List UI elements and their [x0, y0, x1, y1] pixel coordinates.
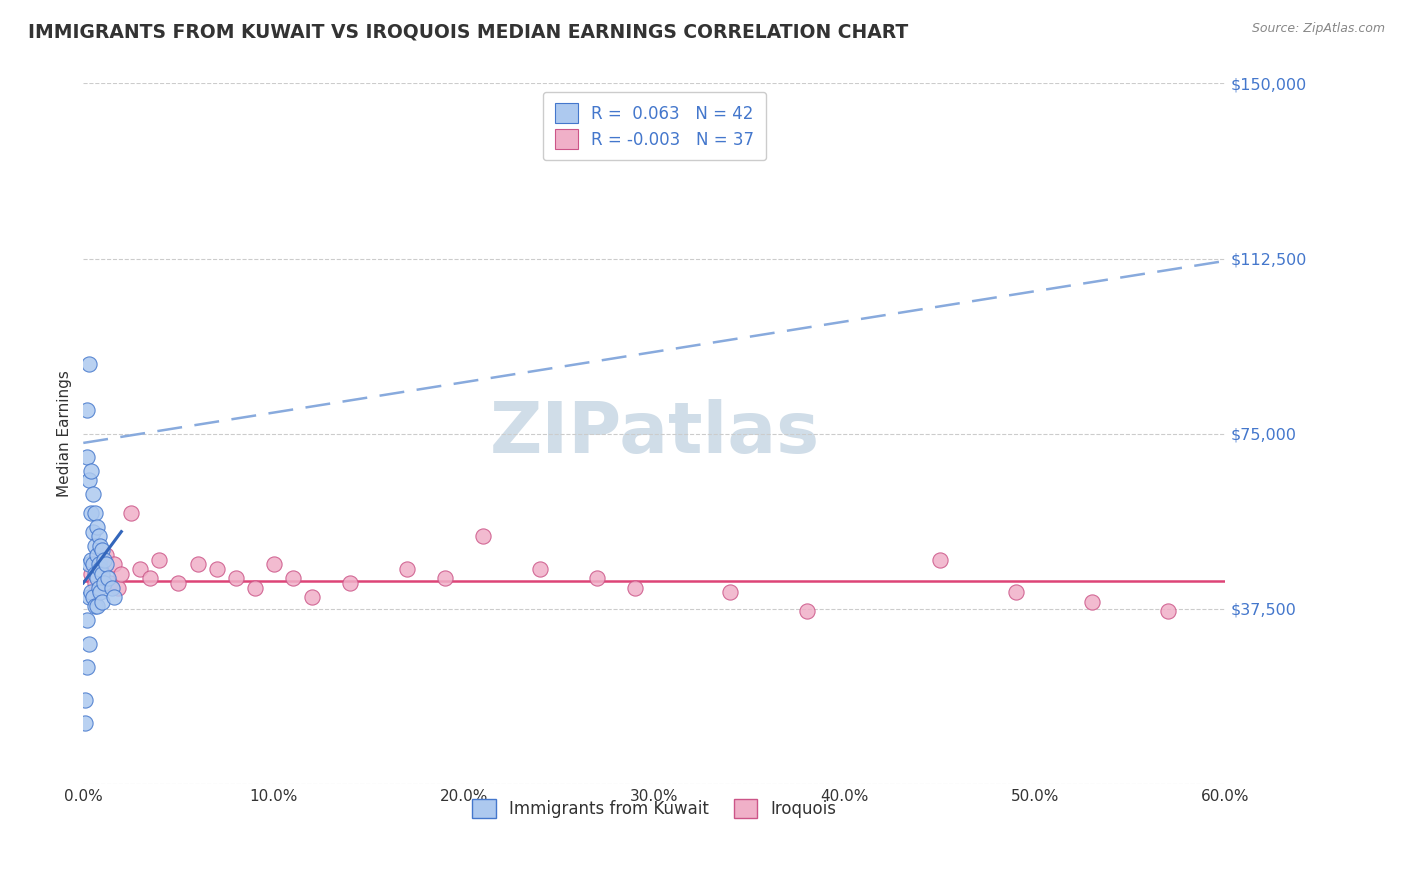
Point: [83, 599, 105, 614]
Point: [91, 595, 114, 609]
Point: [86, 599, 108, 614]
Point: [77, 637, 100, 651]
Point: [263, 558, 285, 572]
Point: [77, 357, 100, 371]
Point: [83, 566, 105, 581]
Text: IMMIGRANTS FROM KUWAIT VS IROQUOIS MEDIAN EARNINGS CORRELATION CHART: IMMIGRANTS FROM KUWAIT VS IROQUOIS MEDIA…: [28, 22, 908, 41]
Text: Source: ZipAtlas.com: Source: ZipAtlas.com: [1251, 22, 1385, 36]
Point: [97, 571, 120, 585]
Point: [301, 590, 323, 604]
Point: [796, 604, 818, 618]
Y-axis label: Median Earnings: Median Earnings: [58, 370, 72, 497]
Point: [80, 585, 103, 599]
Point: [93, 552, 115, 566]
Point: [1005, 585, 1028, 599]
Point: [281, 571, 304, 585]
Point: [76, 660, 98, 674]
Point: [395, 562, 418, 576]
Point: [107, 581, 129, 595]
Point: [86, 552, 108, 566]
Point: [83, 506, 105, 520]
Point: [80, 464, 103, 478]
Point: [103, 558, 125, 572]
Point: [586, 571, 609, 585]
Point: [101, 581, 124, 595]
Point: [82, 524, 104, 539]
Point: [94, 548, 117, 562]
Point: [82, 558, 104, 572]
Point: [87, 581, 110, 595]
Point: [89, 585, 111, 599]
Point: [80, 566, 103, 581]
Point: [148, 552, 170, 566]
Point: [77, 473, 100, 487]
Point: [82, 487, 104, 501]
Point: [77, 590, 100, 604]
Point: [89, 539, 111, 553]
Point: [93, 576, 115, 591]
Point: [75, 692, 97, 706]
Point: [89, 562, 111, 576]
Point: [928, 552, 950, 566]
Point: [720, 585, 742, 599]
Point: [82, 590, 104, 604]
Point: [87, 581, 110, 595]
Point: [243, 581, 266, 595]
Point: [91, 571, 114, 585]
Point: [624, 581, 647, 595]
Point: [339, 576, 361, 591]
Point: [76, 613, 98, 627]
Point: [91, 566, 114, 581]
Point: [75, 716, 97, 731]
Point: [94, 558, 117, 572]
Point: [167, 576, 190, 591]
Point: [225, 571, 247, 585]
Point: [89, 562, 111, 576]
Point: [86, 520, 108, 534]
Point: [129, 562, 152, 576]
Point: [76, 403, 98, 417]
Point: [1081, 595, 1104, 609]
Point: [82, 558, 104, 572]
Point: [80, 506, 103, 520]
Point: [83, 576, 105, 591]
Point: [120, 506, 142, 520]
Point: [103, 590, 125, 604]
Point: [83, 539, 105, 553]
Legend: Immigrants from Kuwait, Iroquois: Immigrants from Kuwait, Iroquois: [465, 792, 844, 824]
Point: [80, 552, 103, 566]
Point: [77, 558, 100, 572]
Point: [433, 571, 456, 585]
Point: [110, 566, 132, 581]
Point: [205, 562, 228, 576]
Text: ZIPatlas: ZIPatlas: [489, 399, 820, 468]
Point: [91, 543, 114, 558]
Point: [86, 548, 108, 562]
Point: [1157, 604, 1180, 618]
Point: [87, 558, 110, 572]
Point: [472, 529, 495, 543]
Point: [76, 450, 98, 464]
Point: [98, 576, 121, 591]
Point: [529, 562, 551, 576]
Point: [139, 571, 162, 585]
Point: [87, 529, 110, 543]
Point: [186, 558, 208, 572]
Point: [86, 571, 108, 585]
